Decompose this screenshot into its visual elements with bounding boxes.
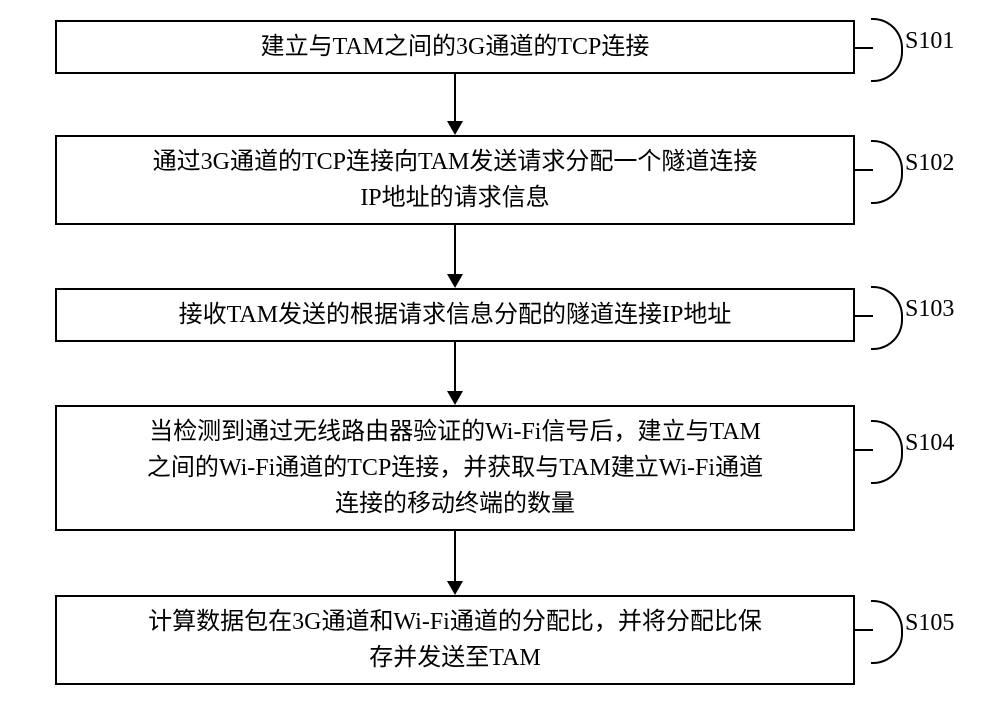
step-label-s101: S101: [905, 28, 954, 55]
arrow-head-4: [447, 581, 463, 595]
step-label-s102: S102: [905, 150, 954, 177]
step-label-s103: S103: [905, 296, 954, 323]
label-curve-s102: [871, 140, 903, 204]
step-text-s102-l1: 通过3G通道的TCP连接向TAM发送请求分配一个隧道连接: [153, 149, 758, 175]
flowchart-canvas: 建立与TAM之间的3G通道的TCP连接 S101 通过3G通道的TCP连接向TA…: [0, 0, 1000, 719]
arrow-head-1: [447, 121, 463, 135]
step-text-s104-l1: 当检测到通过无线路由器验证的Wi-Fi信号后，建立与TAM: [149, 419, 761, 445]
step-box-s103: 接收TAM发送的根据请求信息分配的隧道连接IP地址: [55, 288, 855, 342]
step-label-s105: S105: [905, 610, 954, 637]
step-box-s105: 计算数据包在3G通道和Wi-Fi通道的分配比，并将分配比保 存并发送至TAM: [55, 595, 855, 685]
step-box-s101: 建立与TAM之间的3G通道的TCP连接: [55, 20, 855, 74]
arrow-head-3: [447, 391, 463, 405]
arrow-head-2: [447, 274, 463, 288]
step-text-s104-l3: 连接的移动终端的数量: [335, 491, 575, 517]
label-curve-s104: [871, 420, 903, 484]
step-text-s105-l1: 计算数据包在3G通道和Wi-Fi通道的分配比，并将分配比保: [148, 609, 762, 635]
label-curve-s105: [871, 600, 903, 664]
step-text-s101: 建立与TAM之间的3G通道的TCP连接: [261, 29, 650, 65]
step-text-s104-l2: 之间的Wi-Fi通道的TCP连接，并获取与TAM建立Wi-Fi通道: [147, 455, 763, 481]
arrow-line-4: [454, 531, 456, 581]
step-box-s104: 当检测到通过无线路由器验证的Wi-Fi信号后，建立与TAM 之间的Wi-Fi通道…: [55, 405, 855, 531]
label-curve-s103: [871, 286, 903, 350]
arrow-line-2: [454, 225, 456, 274]
step-box-s102: 通过3G通道的TCP连接向TAM发送请求分配一个隧道连接 IP地址的请求信息: [55, 135, 855, 225]
arrow-line-3: [454, 342, 456, 391]
step-label-s104: S104: [905, 430, 954, 457]
arrow-line-1: [454, 74, 456, 121]
step-text-s102: 通过3G通道的TCP连接向TAM发送请求分配一个隧道连接 IP地址的请求信息: [153, 144, 758, 216]
step-text-s105: 计算数据包在3G通道和Wi-Fi通道的分配比，并将分配比保 存并发送至TAM: [148, 604, 762, 676]
step-text-s102-l2: IP地址的请求信息: [360, 185, 549, 211]
step-text-s105-l2: 存并发送至TAM: [369, 645, 540, 671]
label-curve-s101: [871, 18, 903, 82]
step-text-s104: 当检测到通过无线路由器验证的Wi-Fi信号后，建立与TAM 之间的Wi-Fi通道…: [147, 414, 763, 522]
step-text-s103: 接收TAM发送的根据请求信息分配的隧道连接IP地址: [179, 297, 732, 333]
